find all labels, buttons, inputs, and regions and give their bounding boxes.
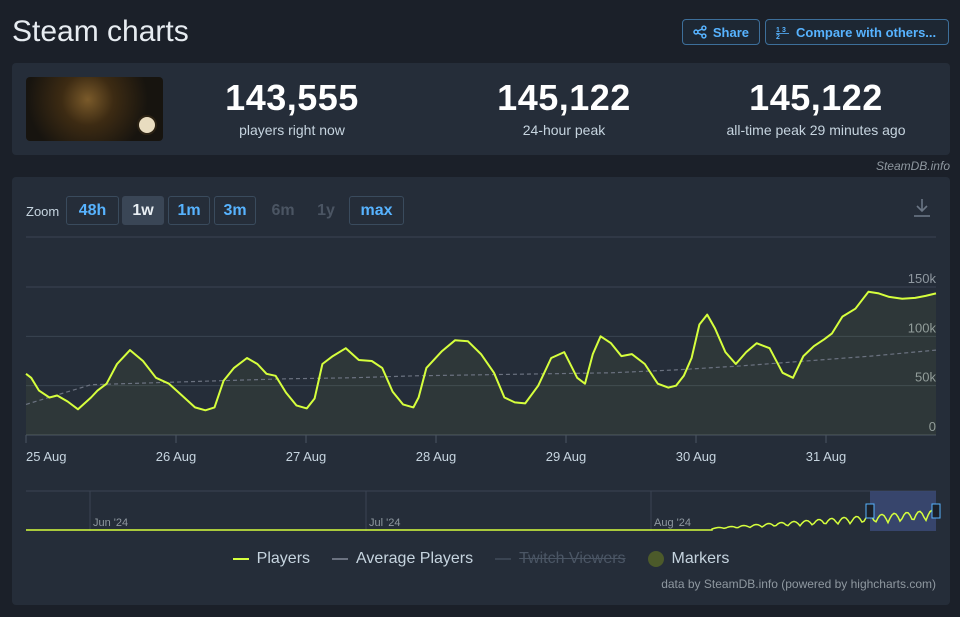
stat-24h-peak: 145,122 24-hour peak <box>444 77 684 139</box>
x-tick-label: 26 Aug <box>156 449 197 464</box>
compare-label: Compare with others... <box>796 24 937 40</box>
svg-text:2: 2 <box>776 34 780 39</box>
legend-players-label: Players <box>256 550 311 567</box>
x-tick-label: 29 Aug <box>546 449 587 464</box>
x-tick-label: 28 Aug <box>416 449 457 464</box>
x-tick-label: 25 Aug <box>26 449 67 464</box>
summary-panel: 143,555 players right now 145,122 24-hou… <box>12 63 950 155</box>
players-line[interactable] <box>25 290 937 412</box>
zoom-3m-button[interactable]: 3m <box>214 196 256 225</box>
peak-24h-value: 145,122 <box>497 77 631 118</box>
zoom-48h-button[interactable]: 48h <box>66 196 119 225</box>
svg-text:1: 1 <box>776 27 780 34</box>
game-thumbnail[interactable] <box>26 77 163 141</box>
x-tick-label: 31 Aug <box>806 449 847 464</box>
legend-average-swatch <box>332 558 349 560</box>
y-tick-label: 50k <box>915 370 936 385</box>
y-tick-label: 150k <box>908 271 937 286</box>
navigator-right-handle[interactable] <box>931 503 941 519</box>
zoom-1m-button[interactable]: 1m <box>168 196 210 225</box>
legend-markers-label: Markers <box>671 550 730 567</box>
navigator-players-line <box>26 509 937 531</box>
average-players-line[interactable] <box>25 349 937 405</box>
legend-twitch[interactable]: Twitch Viewers <box>495 550 626 568</box>
chart-legend: Players Average Players Twitch Viewers M… <box>12 550 950 568</box>
legend-players-swatch <box>232 558 249 560</box>
share-icon <box>693 25 707 39</box>
zoom-label: Zoom <box>26 204 60 219</box>
players-now-value: 143,555 <box>225 77 359 118</box>
legend-players[interactable]: Players <box>232 550 311 568</box>
zoom-1w-button[interactable]: 1w <box>122 196 164 225</box>
x-tick-label: 30 Aug <box>676 449 717 464</box>
y-tick-label: 100k <box>908 320 937 335</box>
players-area <box>26 291 936 435</box>
legend-average[interactable]: Average Players <box>332 550 473 568</box>
zoom-max-button[interactable]: max <box>349 196 404 225</box>
all-time-peak-value: 145,122 <box>749 77 883 118</box>
stat-players-now: 143,555 players right now <box>172 77 412 139</box>
steamdb-credit[interactable]: SteamDB.info <box>875 159 950 173</box>
stat-all-time-peak: 145,122 all-time peak 29 minutes ago <box>696 77 936 139</box>
page-title: Steam charts <box>12 15 189 48</box>
x-tick-label: 27 Aug <box>286 449 327 464</box>
y-tick-label: 0 <box>929 419 936 434</box>
legend-markers-dot <box>647 551 664 567</box>
compare-icon: 1 32 <box>776 27 789 39</box>
all-time-peak-label: all-time peak 29 minutes ago <box>726 122 906 138</box>
player-chart[interactable]: 0 50k 100k 150k 25 Aug 26 Aug 27 Aug 28 Aug 29 A… <box>12 177 950 547</box>
legend-twitch-label: Twitch Viewers <box>519 550 626 567</box>
share-label: Share <box>712 24 749 40</box>
chart-panel: Zoom 48h 1w 1m 3m 6m 1y max 0 50k 100k 150k… <box>12 177 950 605</box>
highcharts-credit[interactable]: data by SteamDB.info (powered by highcha… <box>661 577 936 591</box>
navigator-label: Aug '24 <box>654 517 691 529</box>
game-logo-icon <box>137 115 157 135</box>
zoom-1y-button: 1y <box>317 201 335 219</box>
legend-twitch-swatch <box>495 558 512 560</box>
navigator-selection[interactable] <box>870 491 936 531</box>
players-now-label: players right now <box>239 122 345 138</box>
navigator-label: Jul '24 <box>369 517 400 529</box>
zoom-6m-button: 6m <box>271 201 295 219</box>
legend-average-label: Average Players <box>356 550 474 567</box>
peak-24h-label: 24-hour peak <box>522 122 606 138</box>
share-button[interactable]: Share <box>682 19 760 45</box>
navigator-label: Jun '24 <box>93 517 128 529</box>
navigator-left-handle[interactable] <box>865 503 875 519</box>
legend-markers[interactable]: Markers <box>647 550 730 568</box>
svg-text:3: 3 <box>782 27 786 34</box>
download-icon[interactable] <box>912 197 932 219</box>
